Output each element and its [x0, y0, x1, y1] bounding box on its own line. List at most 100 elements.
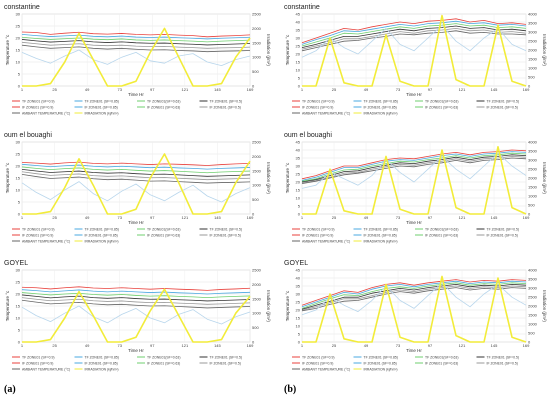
y2-tick-label: 1500	[252, 296, 262, 301]
y-tick-label: 5	[298, 76, 301, 81]
legend-entry: IF ZONE01 (SF=0.9)	[22, 105, 53, 109]
y-axis-label: Temperature °c	[5, 162, 10, 193]
legend-entry: TF ZONE01(SF=0.63)	[425, 99, 458, 103]
x-tick-label: 169	[523, 215, 530, 220]
y-tick-label: 20	[296, 52, 301, 57]
x-tick-label: 121	[182, 87, 189, 92]
y2-tick-label: 1000	[252, 183, 262, 188]
legend-entry: IF ZONE01 (SF=0.5)	[210, 361, 241, 365]
series-line-8	[22, 27, 251, 87]
legend-entry: IRRADIATION (kj/hm²)	[85, 367, 119, 371]
x-tick-label: 25	[332, 87, 337, 92]
y-tick-label: 25	[296, 300, 301, 305]
y2-tick-label: 1500	[252, 168, 262, 173]
legend-entry: IF ZONE01 (SF=0.63)	[147, 233, 180, 237]
series-line-4	[21, 168, 251, 177]
legend-entry: IF ZONE01 (SF=0.63)	[425, 233, 458, 237]
legend-entry: IF ZONE01 (SF=0.5)	[487, 233, 518, 237]
y-tick-label: 15	[296, 60, 301, 65]
series-line-8	[302, 14, 527, 87]
panel-label-b: (b)	[284, 384, 297, 395]
y-tick-label: 30	[16, 268, 21, 273]
series-line-1	[21, 31, 251, 38]
y2-axis-label: Irradiation (j/m²)	[266, 34, 271, 66]
y2-tick-label: 0	[528, 212, 531, 217]
x-tick-label: 73	[396, 215, 401, 220]
y2-tick-label: 2000	[528, 48, 538, 53]
legend-entry: TF ZONE01 (SF=0.9)	[22, 99, 55, 103]
series-line-6	[21, 299, 251, 309]
legend-entry: IF ZONE01 (SF=0.9)	[302, 361, 333, 365]
series-line-3	[301, 152, 527, 182]
y-tick-label: 15	[16, 48, 21, 53]
x-tick-label: 1	[21, 87, 24, 92]
y-tick-label: 30	[296, 292, 301, 297]
y2-tick-label: 1500	[528, 57, 538, 62]
series-line-2	[21, 34, 251, 40]
y-tick-label: 40	[296, 148, 301, 153]
legend-entry: TF ZONE01 (SF=0.85)	[85, 99, 119, 103]
y2-axis-label: Irradiation (j/m²)	[266, 162, 271, 194]
y-tick-label: 40	[296, 20, 301, 25]
legend-entry: IRRADIATION (kj/hm²)	[85, 239, 119, 243]
series-line-2	[301, 151, 527, 181]
series-line-1	[301, 279, 527, 306]
legend-entry: TF ZONE01 (SF=0.85)	[364, 355, 398, 359]
chart-panel-b1: constantine 0 5 10 15 20 25 30 35 40 45 0 500 1000 150…	[284, 4, 547, 115]
y2-tick-label: 500	[252, 69, 259, 74]
y-tick-label: 20	[296, 308, 301, 313]
x-tick-label: 25	[52, 215, 57, 220]
series-line-7	[301, 282, 527, 316]
y-tick-label: 5	[298, 204, 301, 209]
x-tick-label: 145	[214, 215, 221, 220]
series-line-5	[21, 41, 251, 49]
y2-tick-label: 2000	[528, 304, 538, 309]
series-line-8	[22, 288, 251, 343]
y-tick-label: 5	[298, 332, 301, 337]
x-tick-label: 145	[214, 87, 221, 92]
series-line-6	[301, 30, 527, 52]
y2-tick-label: 1500	[252, 40, 262, 45]
y-axis-label: Temperature °c	[285, 162, 290, 193]
legend-entry: IF ZONE01 (SF=0.9)	[302, 105, 333, 109]
y-tick-label: 25	[296, 172, 301, 177]
panel-label-a: (a)	[4, 384, 16, 395]
series-line-3	[21, 292, 251, 299]
series-line-4	[301, 25, 527, 48]
x-tick-label: 121	[182, 215, 189, 220]
series-line-7	[21, 181, 251, 203]
x-axis-label: Time Hr	[406, 92, 422, 97]
legend-entry: TF ZONE01 (SF=0.5)	[210, 99, 243, 103]
legend-entry: IF ZONE01 (SF=0.5)	[487, 105, 518, 109]
legend-entry: TF ZONE01 (SF=0.85)	[85, 355, 119, 359]
series-line-5	[301, 155, 527, 184]
legend-entry: IF ZONE01 (SF=0.85)	[85, 233, 118, 237]
y-tick-label: 20	[16, 292, 21, 297]
chart-panel-a3: GOYEL 0 5 10 15 20 25 30 0 500 1000 1500 2000 2500 1 25…	[4, 260, 271, 371]
y-tick-label: 5	[18, 72, 21, 77]
legend-entry: AMBIANT TEMPERATURE (°C)	[22, 367, 70, 371]
series-line-5	[21, 297, 251, 305]
y-tick-label: 20	[16, 36, 21, 41]
legend-entry: TF ZONE01 (SF=0.85)	[364, 227, 398, 231]
x-tick-label: 97	[428, 215, 433, 220]
y-axis-label: Temperature °c	[285, 34, 290, 65]
series-line-3	[21, 36, 251, 43]
x-tick-label: 97	[428, 87, 433, 92]
legend-entry: IF ZONE01 (SF=0.5)	[210, 233, 241, 237]
y2-tick-label: 3500	[528, 149, 538, 154]
legend-entry: AMBIANT TEMPERATURE (°C)	[22, 111, 70, 115]
y2-tick-label: 0	[528, 84, 531, 89]
y-tick-label: 30	[16, 12, 21, 17]
legend-entry: IF ZONE01 (SF=0.85)	[364, 105, 397, 109]
x-axis-label: Time Hr	[128, 92, 144, 97]
series-line-8	[22, 153, 251, 215]
series-line-1	[301, 149, 527, 180]
legend-entry: TF ZONE01 (SF=0.85)	[364, 99, 398, 103]
series-line-5	[301, 27, 527, 50]
y2-tick-label: 4000	[528, 268, 538, 273]
chart-title: constantine	[284, 4, 320, 11]
series-line-7	[21, 305, 251, 325]
x-tick-label: 1	[301, 343, 304, 348]
x-tick-label: 1	[301, 87, 304, 92]
